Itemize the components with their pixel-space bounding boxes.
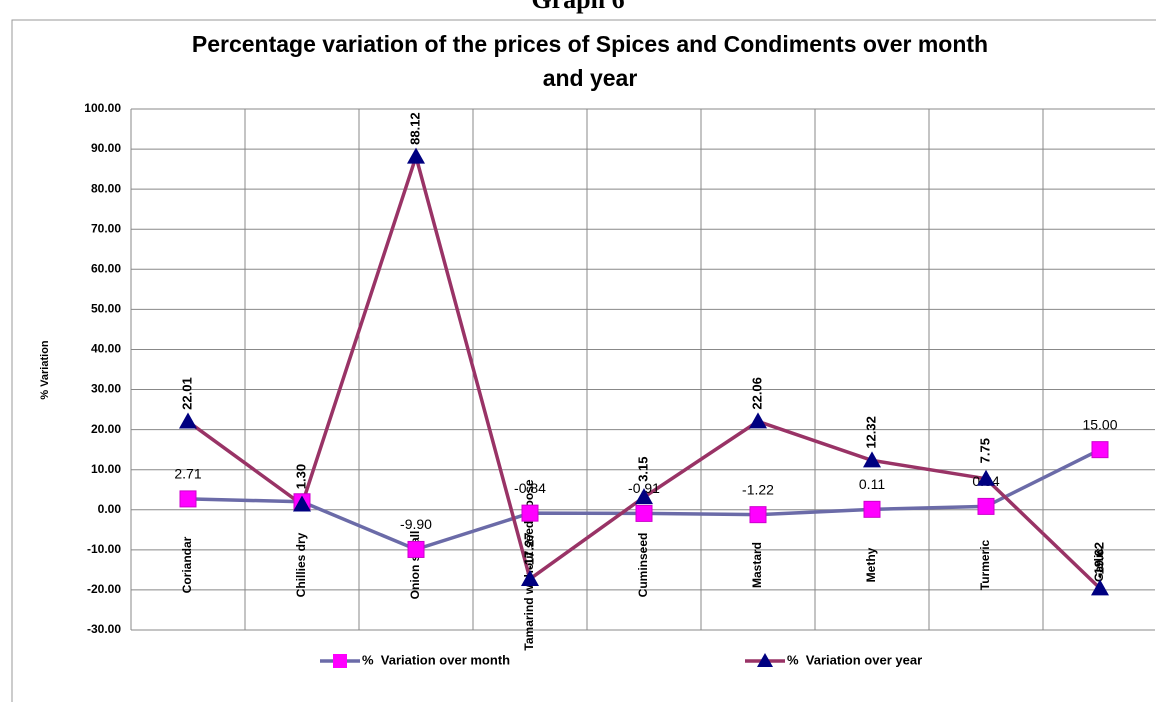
- y-tick-label: -20.00: [87, 582, 121, 596]
- y-tick-label: 60.00: [91, 261, 121, 275]
- chart-frame: [11, 19, 1156, 702]
- data-label: 7.75: [977, 438, 992, 463]
- data-label: 12.32: [863, 416, 878, 449]
- x-tick-label: Turmeric: [978, 539, 992, 590]
- marker: [293, 495, 311, 512]
- legend-label: % Variation over month: [362, 652, 510, 667]
- data-label: 2.71: [174, 466, 201, 482]
- series-line: [186, 150, 1102, 590]
- x-tick-label: Coriandar: [180, 536, 194, 593]
- y-tick-label: 80.00: [91, 181, 121, 195]
- marker: [179, 490, 197, 508]
- y-tick-label: 100.00: [84, 101, 121, 115]
- marker: [749, 506, 767, 524]
- data-label: 1.30: [293, 464, 308, 489]
- marker: [635, 488, 653, 505]
- y-tick-label: 30.00: [91, 382, 121, 396]
- y-tick-label: 90.00: [91, 141, 121, 155]
- data-label: 0.11: [859, 476, 885, 492]
- marker: [179, 412, 197, 429]
- legend-marker: [757, 653, 773, 667]
- marker: [635, 504, 653, 522]
- y-tick-label: 50.00: [91, 302, 121, 316]
- x-tick-label: Cuminseed: [636, 533, 650, 598]
- marker: [521, 504, 539, 522]
- marker: [863, 451, 881, 468]
- data-label: -0.84: [514, 480, 546, 496]
- marker: [863, 500, 881, 518]
- data-label: -9.90: [400, 516, 432, 532]
- header: Graph 6: [531, 0, 624, 14]
- y-tick-label: 70.00: [91, 221, 121, 235]
- y-tick-label: 20.00: [91, 422, 121, 436]
- marker: [407, 147, 425, 164]
- data-label: 22.06: [749, 377, 764, 410]
- x-tick-label: Methy: [864, 547, 878, 582]
- data-label: -17.27: [521, 533, 536, 570]
- marker: [1091, 441, 1109, 459]
- y-tick-label: 0.00: [98, 502, 122, 516]
- marker: [749, 412, 767, 429]
- marker: [977, 497, 995, 515]
- marker: [1091, 579, 1109, 596]
- data-label: -1.22: [742, 481, 774, 497]
- legend-label: % Variation over year: [787, 652, 922, 667]
- marker: [407, 540, 425, 558]
- marker: [521, 569, 539, 586]
- marker: [977, 469, 995, 486]
- x-tick-label: Tamarind without seeds loose: [522, 479, 536, 650]
- data-label: -0.91: [628, 480, 660, 496]
- y-tick-label: -10.00: [87, 542, 121, 556]
- legend-marker: [333, 654, 347, 668]
- data-label: 15.00: [1082, 416, 1117, 432]
- data-label: 88.12: [407, 112, 422, 145]
- x-tick-label: Mastard: [750, 542, 764, 588]
- y-tick-label: 40.00: [91, 342, 121, 356]
- data-label: 3.15: [635, 456, 650, 481]
- y-tick-label: -30.00: [87, 622, 121, 636]
- data-label: -19.62: [1091, 542, 1106, 579]
- y-tick-label: 10.00: [91, 462, 121, 476]
- y-axis-label: % Variation: [39, 340, 51, 400]
- data-label: 22.01: [179, 377, 194, 410]
- x-tick-label: Chillies dry: [294, 532, 308, 597]
- x-tick-label: Garlic: [1092, 548, 1106, 582]
- chart-title: Percentage variation of the prices of Sp…: [192, 31, 988, 91]
